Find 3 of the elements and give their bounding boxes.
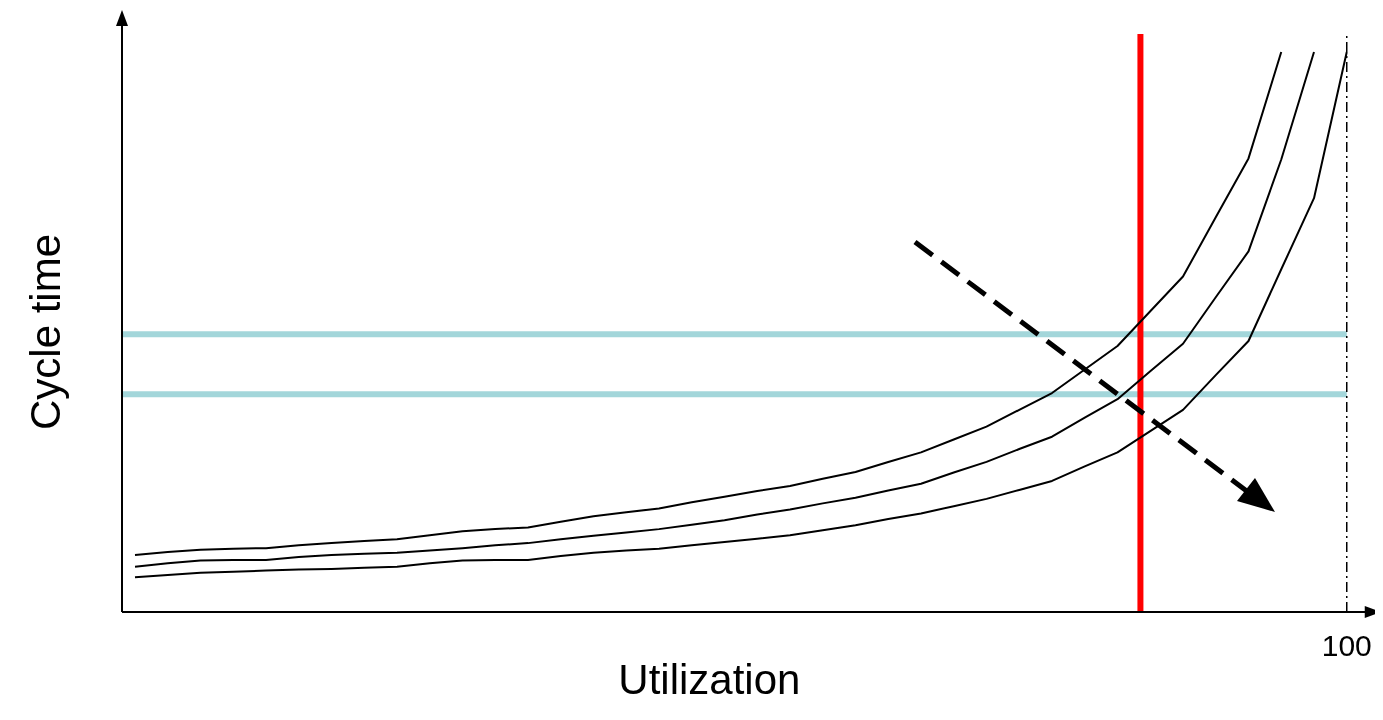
y-axis-title: Cycle time [22,233,69,431]
x-axis-title: Utilization [618,656,801,703]
text: 100 [1321,629,1372,662]
